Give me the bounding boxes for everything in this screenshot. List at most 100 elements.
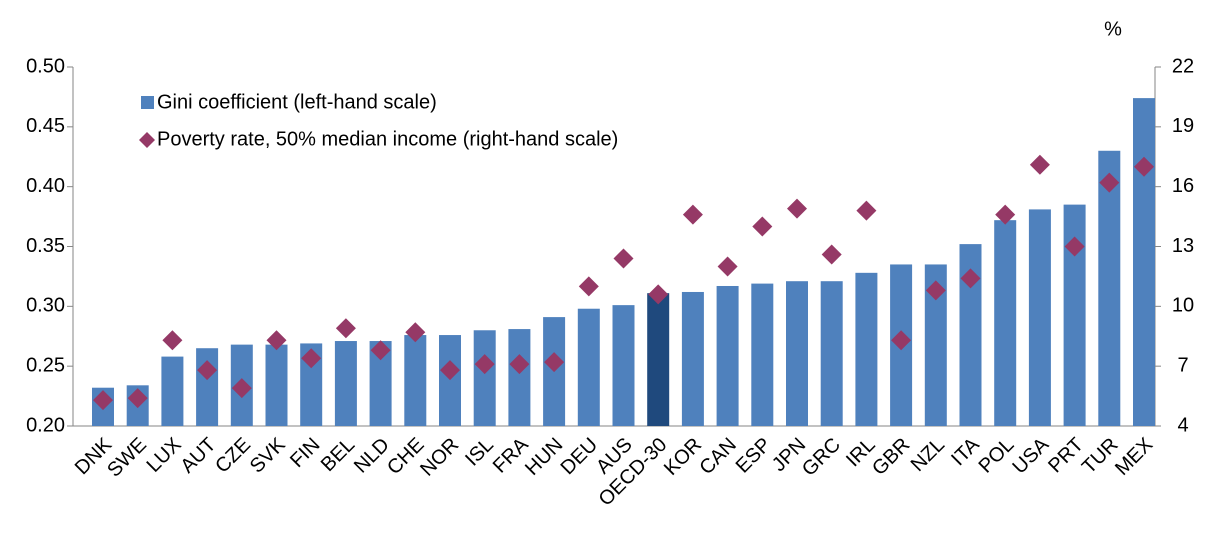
x-tick-label: KOR (660, 434, 706, 480)
x-tick-label: TUR (1078, 434, 1123, 479)
bar (161, 356, 184, 426)
bar (924, 264, 947, 426)
poverty-marker (648, 284, 669, 305)
legend-swatch (141, 96, 154, 109)
y-tick-label: 0.30 (26, 295, 65, 317)
x-tick-label: CAN (695, 434, 740, 479)
x-tick-label: CHE (383, 434, 428, 479)
poverty-marker (231, 378, 252, 399)
x-tick-label: NOR (416, 434, 463, 481)
legend-label: Poverty rate, 50% median income (right-h… (157, 128, 618, 150)
legend-label: Gini coefficient (left-hand scale) (157, 91, 437, 113)
poverty-marker (474, 354, 495, 375)
x-tick-label: HUN (521, 434, 567, 480)
bar (300, 343, 323, 426)
poverty-marker (266, 330, 287, 351)
bar (404, 335, 427, 426)
bar (716, 285, 739, 426)
x-tick-label: ESP (732, 434, 776, 478)
x-tick-label: FIN (286, 434, 324, 472)
x-tick-label: GRC (798, 434, 845, 481)
bar (855, 272, 878, 426)
poverty-marker (856, 200, 877, 221)
y-tick-label: 0.20 (26, 414, 65, 436)
bar (577, 308, 600, 426)
x-tick-label: PRT (1044, 434, 1088, 478)
x-tick-label: MEX (1111, 434, 1157, 480)
bar (334, 341, 357, 426)
poverty-marker (995, 204, 1016, 225)
bar (473, 330, 496, 426)
legend-background (130, 82, 790, 162)
poverty-marker (578, 276, 599, 297)
poverty-marker (127, 388, 148, 409)
poverty-marker (162, 330, 183, 351)
poverty-marker (1134, 156, 1154, 177)
bar (751, 283, 774, 426)
bar (994, 220, 1017, 426)
x-tick-label: POL (975, 434, 1019, 478)
y-tick-label: 0.45 (26, 115, 65, 137)
poverty-marker (960, 268, 981, 289)
bar (439, 335, 461, 426)
poverty-marker (613, 248, 634, 269)
y-tick-label: 0.40 (26, 175, 65, 197)
x-tick-label: SWE (103, 434, 151, 482)
poverty-marker (787, 198, 807, 219)
bar (196, 348, 219, 426)
poverty-marker (370, 340, 391, 361)
bar (681, 291, 704, 426)
bar (265, 344, 288, 426)
poverty-marker (682, 204, 703, 225)
bar (1028, 209, 1051, 426)
bar (1098, 150, 1121, 426)
x-tick-label: AUT (177, 434, 221, 478)
poverty-marker (335, 318, 356, 339)
bar (786, 281, 808, 426)
y2-tick-label: 19 (1172, 115, 1194, 137)
poverty-marker (197, 360, 218, 381)
x-tick-label: LUX (143, 434, 186, 477)
poverty-marker (752, 216, 773, 237)
bar (508, 329, 531, 426)
y-tick-label: 0.50 (26, 55, 65, 77)
poverty-marker (544, 352, 565, 373)
y2-tick-label: 22 (1172, 55, 1194, 77)
bar (647, 293, 670, 426)
y-tick-label: 0.25 (26, 354, 65, 376)
y2-tick-label: 4 (1177, 414, 1188, 436)
poverty-marker (717, 256, 738, 277)
poverty-marker (821, 244, 842, 265)
y2-unit-label: % (1104, 18, 1122, 40)
poverty-marker (1099, 172, 1120, 193)
poverty-marker (440, 360, 460, 381)
poverty-marker (925, 280, 946, 301)
y2-tick-label: 13 (1172, 235, 1194, 257)
legend-swatch (139, 132, 155, 148)
x-tick-label: CZE (211, 434, 255, 478)
poverty-marker (93, 390, 113, 411)
poverty-marker (509, 354, 530, 375)
poverty-marker (1064, 236, 1085, 257)
x-tick-label: NZL (907, 434, 949, 476)
bar (369, 341, 392, 426)
bar (820, 281, 843, 426)
x-tick-label: BEL (317, 434, 359, 476)
y2-tick-label: 10 (1172, 295, 1194, 317)
x-tick-label: GBR (868, 434, 914, 480)
bar (959, 244, 982, 426)
x-tick-label: NLD (350, 434, 394, 478)
poverty-marker (301, 348, 322, 369)
x-tick-label: SVK (246, 433, 290, 477)
bar (612, 305, 635, 426)
bar (1063, 204, 1086, 426)
bar (1133, 98, 1155, 426)
y2-tick-label: 7 (1177, 354, 1188, 376)
y2-tick-label: 16 (1172, 175, 1194, 197)
x-tick-label: DEU (557, 434, 602, 479)
poverty-marker (405, 322, 426, 343)
poverty-marker (891, 330, 912, 351)
poverty-marker (1029, 154, 1050, 175)
x-tick-label: USA (1009, 433, 1054, 478)
